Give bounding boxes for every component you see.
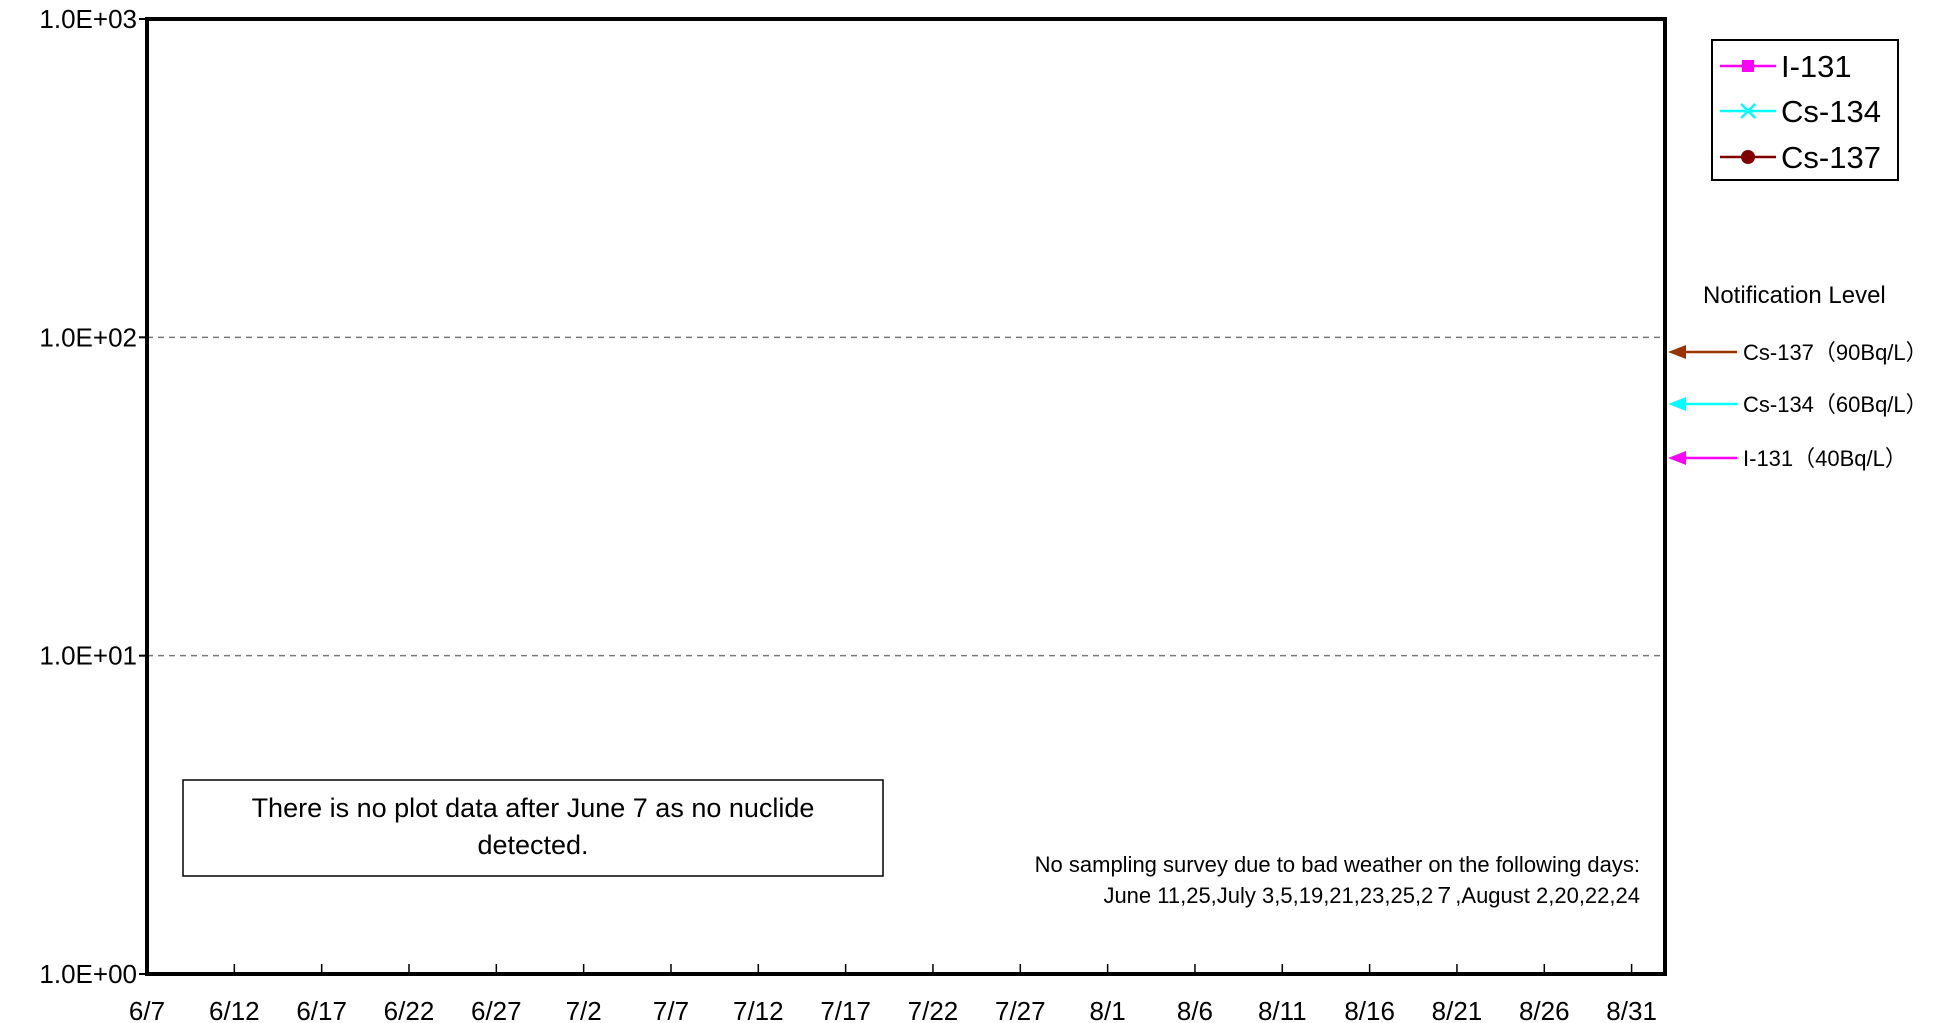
y-axis: 1.0E+00 1.0E+01 1.0E+02 1.0E+03	[39, 4, 147, 989]
y-tick-label: 1.0E+01	[39, 641, 137, 671]
arrow-left-icon	[1668, 345, 1686, 359]
legend: I-131 Cs-134 Cs-137	[1711, 39, 1899, 181]
notification-label-cs137: Cs-137（90Bq/L）	[1743, 340, 1928, 365]
x-tick-label: 7/22	[908, 996, 959, 1023]
note-line-2: June 11,25,July 3,5,19,21,23,25,2７,Augus…	[1103, 883, 1640, 908]
notification-i131: I-131（40Bq/L）	[1668, 446, 1907, 471]
y-tick-label: 1.0E+00	[39, 959, 137, 989]
legend-item-i131: I-131	[1720, 49, 1852, 84]
legend-label-cs134: Cs-134	[1781, 94, 1881, 129]
x-tick-label: 7/12	[733, 996, 784, 1023]
x-tick-label: 6/22	[384, 996, 435, 1023]
notification-cs137: Cs-137（90Bq/L）	[1668, 340, 1928, 365]
x-tick-label: 6/7	[129, 996, 165, 1023]
arrow-left-icon	[1668, 451, 1686, 465]
x-tick-label: 8/21	[1432, 996, 1483, 1023]
legend-label-cs137: Cs-137	[1781, 140, 1881, 175]
legend-item-cs134: Cs-134	[1720, 94, 1881, 129]
legend-label-i131: I-131	[1781, 49, 1852, 84]
notification-label-cs134: Cs-134（60Bq/L）	[1743, 392, 1928, 417]
notification-cs134: Cs-134（60Bq/L）	[1668, 392, 1928, 417]
x-tick-label: 6/17	[296, 996, 347, 1023]
notification-title: Notification Level	[1703, 282, 1886, 309]
x-tick-label: 8/26	[1519, 996, 1570, 1023]
notification-levels: Notification Level Cs-137（90Bq/L） Cs-134…	[1668, 282, 1928, 471]
note-line-1: No sampling survey due to bad weather on…	[1035, 852, 1640, 877]
x-tick-label: 7/17	[820, 996, 871, 1023]
x-tick-label: 8/31	[1606, 996, 1657, 1023]
legend-item-cs137: Cs-137	[1720, 140, 1881, 175]
x-tick-label: 8/11	[1258, 996, 1307, 1023]
gridlines	[147, 336, 1665, 657]
y-tick-label: 1.0E+03	[39, 4, 137, 34]
x-tick-label: 6/12	[209, 996, 260, 1023]
circle-marker-icon	[1741, 150, 1755, 164]
sampling-note: No sampling survey due to bad weather on…	[1035, 852, 1640, 908]
annotation-box: There is no plot data after June 7 as no…	[182, 779, 884, 877]
square-marker-icon	[1742, 60, 1754, 72]
x-tick-label: 7/7	[653, 996, 689, 1023]
x-tick-label: 6/27	[471, 996, 522, 1023]
annotation-line-1: There is no plot data after June 7 as no…	[252, 793, 815, 823]
x-tick-label: 7/27	[995, 996, 1046, 1023]
x-tick-label: 8/16	[1344, 996, 1395, 1023]
arrow-left-icon	[1668, 397, 1686, 411]
plot-frame	[145, 17, 1667, 976]
x-tick-label: 8/6	[1177, 996, 1213, 1023]
notification-label-i131: I-131（40Bq/L）	[1743, 446, 1907, 471]
x-axis: 6/7 6/12 6/17 6/22 6/27 7/2 7/7 7/12 7/17 7/22 7/2…	[129, 964, 1657, 1023]
y-tick-label: 1.0E+02	[39, 322, 137, 352]
x-tick-label: 7/2	[566, 996, 602, 1023]
annotation-line-2: detected.	[477, 830, 588, 860]
x-tick-label: 8/1	[1090, 996, 1126, 1023]
x-marker-icon	[1740, 103, 1756, 119]
